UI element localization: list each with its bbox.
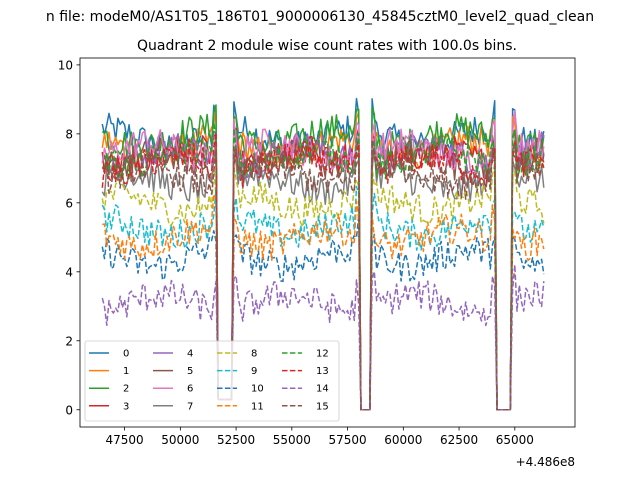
x-tick-label: 52500	[217, 433, 255, 447]
series-line-5	[102, 129, 545, 411]
legend-frame	[84, 340, 340, 422]
series-layer	[101, 97, 545, 411]
legend-label-14: 14	[316, 384, 329, 395]
series-line-14	[101, 264, 545, 411]
y-axis: 0 2 4 6 8 10	[58, 58, 80, 417]
legend-label-10: 10	[251, 384, 264, 395]
x-tick-label: 57500	[328, 433, 366, 447]
legend-label-6: 6	[187, 384, 193, 395]
chart-title: Quadrant 2 module wise count rates with …	[137, 38, 517, 54]
plot-frame	[79, 57, 576, 428]
series-line-12	[101, 121, 545, 411]
legend-label-13: 13	[316, 366, 329, 377]
y-tick-label: 10	[58, 58, 73, 72]
legend-label-0: 0	[123, 349, 129, 360]
x-tick-label: 50000	[161, 433, 199, 447]
y-tick-label: 4	[65, 265, 73, 279]
legend-label-4: 4	[187, 349, 193, 360]
y-tick-label: 6	[65, 196, 73, 210]
series-line-11	[102, 193, 545, 411]
legend-label-2: 2	[123, 384, 129, 395]
series-line-15	[101, 139, 545, 411]
x-tick-label: 55000	[273, 433, 311, 447]
x-axis: 47500 50000 52500 55000 57500 60000 62500 65000	[106, 427, 534, 447]
legend-label-8: 8	[251, 349, 257, 360]
legend-label-11: 11	[251, 401, 264, 412]
series-line-9	[101, 185, 545, 411]
series-line-6	[101, 109, 545, 411]
legend-label-12: 12	[316, 349, 329, 360]
x-offset-text: +4.486e8	[516, 455, 575, 469]
x-tick-label: 60000	[384, 433, 422, 447]
series-line-13	[101, 131, 545, 411]
x-tick-label: 62500	[440, 433, 478, 447]
legend-label-9: 9	[251, 366, 257, 377]
legend-label-5: 5	[187, 366, 193, 377]
y-tick-label: 0	[65, 403, 73, 417]
y-tick-label: 2	[65, 334, 73, 348]
y-tick-label: 8	[65, 127, 73, 141]
x-tick-label: 47500	[106, 433, 144, 447]
legend-label-3: 3	[123, 401, 129, 412]
x-tick-label: 65000	[496, 433, 534, 447]
figure-suptitle: n file: modeM0/AS1T05_186T01_9000006130_…	[46, 9, 594, 25]
series-line-8	[101, 162, 545, 411]
legend-label-7: 7	[187, 401, 193, 412]
series-line-10	[101, 215, 545, 411]
legend-label-1: 1	[123, 366, 129, 377]
series-line-7	[101, 146, 545, 411]
legend-label-15: 15	[316, 401, 329, 412]
